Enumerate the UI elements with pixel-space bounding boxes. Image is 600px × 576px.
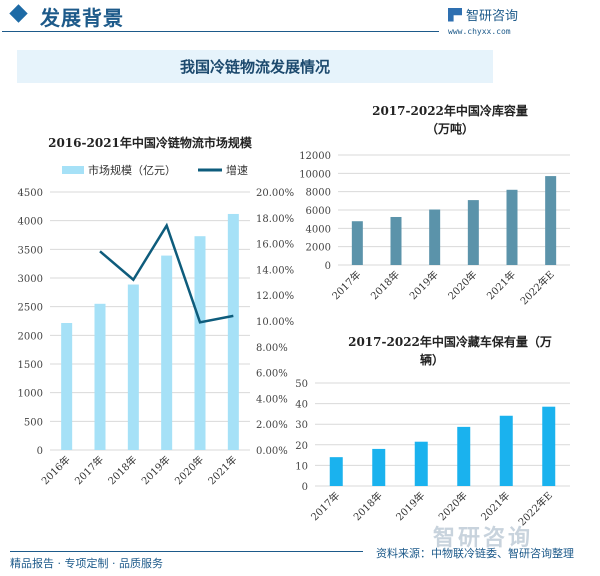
footer-slogan: 精品报告 · 专项定制 · 品质服务 — [10, 557, 163, 570]
y-tick-label: 40 — [295, 400, 308, 411]
y-tick-label: 20 — [295, 441, 308, 452]
header-divider — [2, 31, 439, 32]
y-tick-label: 10000 — [299, 169, 331, 180]
y-tick-label: 500 — [24, 417, 43, 428]
bar — [194, 236, 206, 450]
bar — [542, 406, 556, 486]
x-tick-label: 2022年E — [517, 268, 556, 307]
bar — [506, 189, 518, 265]
chart-subtitle: 辆） — [420, 352, 444, 367]
footer-divider — [300, 551, 363, 552]
y2-tick-label: 20.00% — [256, 188, 294, 199]
x-tick-label: 2016年 — [39, 453, 73, 487]
y-tick-label: 1500 — [18, 360, 43, 371]
y-tick-label: 2000 — [306, 243, 331, 254]
y2-tick-label: 0.00% — [256, 446, 288, 457]
bar — [372, 448, 386, 486]
x-tick-label: 2019年 — [407, 268, 441, 302]
legend-label: 增速 — [226, 163, 248, 177]
bar — [227, 213, 239, 450]
y-tick-label: 30 — [295, 420, 308, 431]
x-tick-label: 2019年 — [139, 453, 173, 487]
y-tick-label: 3500 — [18, 245, 43, 256]
y-tick-label: 4000 — [306, 224, 331, 235]
y-tick-label: 0 — [37, 446, 43, 457]
legend-swatch-bar — [62, 166, 84, 174]
chart-title: 2016-2021年中国冷链物流市场规模 — [48, 135, 253, 150]
y-tick-label: 6000 — [306, 206, 331, 217]
y-tick-label: 2500 — [18, 303, 43, 314]
x-tick-label: 2021年 — [205, 453, 239, 487]
x-tick-label: 2017年 — [329, 268, 363, 302]
bar — [545, 176, 557, 265]
y-tick-label: 4000 — [18, 217, 43, 228]
y-tick-label: 8000 — [306, 188, 331, 199]
y-tick-label: 4500 — [18, 188, 43, 199]
bar — [127, 284, 139, 450]
footer-divider — [10, 551, 300, 552]
y-tick-label: 1000 — [18, 389, 43, 400]
x-tick-label: 2018年 — [351, 489, 385, 523]
source-note: 资料来源：中物联冷链委、智研咨询整理 — [376, 547, 574, 560]
y2-tick-label: 16.00% — [256, 240, 294, 251]
y2-tick-label: 4.00% — [256, 394, 288, 405]
site-url: www.chyxx.com — [448, 27, 511, 36]
x-tick-label: 2017年 — [308, 489, 342, 523]
y-tick-label: 0 — [325, 261, 331, 272]
y2-tick-label: 8.00% — [256, 343, 288, 354]
logo-text: 智研咨询 — [466, 9, 519, 24]
watermark-logo: 智研咨询 — [433, 526, 534, 551]
bar — [61, 323, 73, 450]
x-tick-label: 2019年 — [393, 489, 427, 523]
y2-tick-label: 2.00% — [256, 420, 288, 431]
chart-subtitle: （万吨） — [426, 121, 474, 136]
y2-tick-label: 18.00% — [256, 214, 294, 225]
x-tick-label: 2018年 — [105, 453, 139, 487]
banner: 我国冷链物流发展情况 — [17, 50, 493, 83]
y2-tick-label: 14.00% — [256, 265, 294, 276]
y-tick-label: 50 — [295, 379, 308, 390]
bar — [161, 255, 173, 450]
bar — [94, 303, 106, 450]
legend-label: 市场规模（亿元） — [88, 163, 176, 177]
x-tick-label: 2020年 — [172, 453, 206, 487]
y-tick-label: 3000 — [18, 274, 43, 285]
bar — [499, 415, 513, 486]
banner-title: 我国冷链物流发展情况 — [179, 58, 330, 76]
bar — [429, 209, 441, 265]
chart-title: 2017-2022年中国冷库容量 — [372, 103, 528, 118]
bar — [390, 216, 402, 265]
x-tick-label: 2020年 — [436, 489, 470, 523]
y2-tick-label: 6.00% — [256, 369, 288, 380]
x-tick-label: 2017年 — [72, 453, 106, 487]
bar — [329, 457, 343, 486]
bar — [467, 200, 479, 265]
section-title: 发展背景 — [40, 6, 124, 30]
bar — [351, 221, 363, 265]
y-tick-label: 12000 — [299, 151, 331, 162]
y2-tick-label: 10.00% — [256, 317, 294, 328]
x-tick-label: 2018年 — [368, 268, 402, 302]
y-tick-label: 2000 — [18, 331, 43, 342]
x-tick-label: 2020年 — [445, 268, 479, 302]
chart-title: 2017-2022年中国冷藏车保有量（万 — [348, 334, 552, 349]
y-tick-label: 10 — [295, 461, 308, 472]
brand-logo: 智研咨询 — [448, 5, 518, 24]
x-tick-label: 2021年 — [484, 268, 518, 302]
growth-line — [99, 222, 234, 324]
y-tick-label: 0 — [302, 482, 308, 493]
x-tick-label: 2021年 — [478, 489, 512, 523]
bar — [457, 426, 471, 486]
bar — [414, 441, 428, 486]
y2-tick-label: 12.00% — [256, 291, 294, 302]
